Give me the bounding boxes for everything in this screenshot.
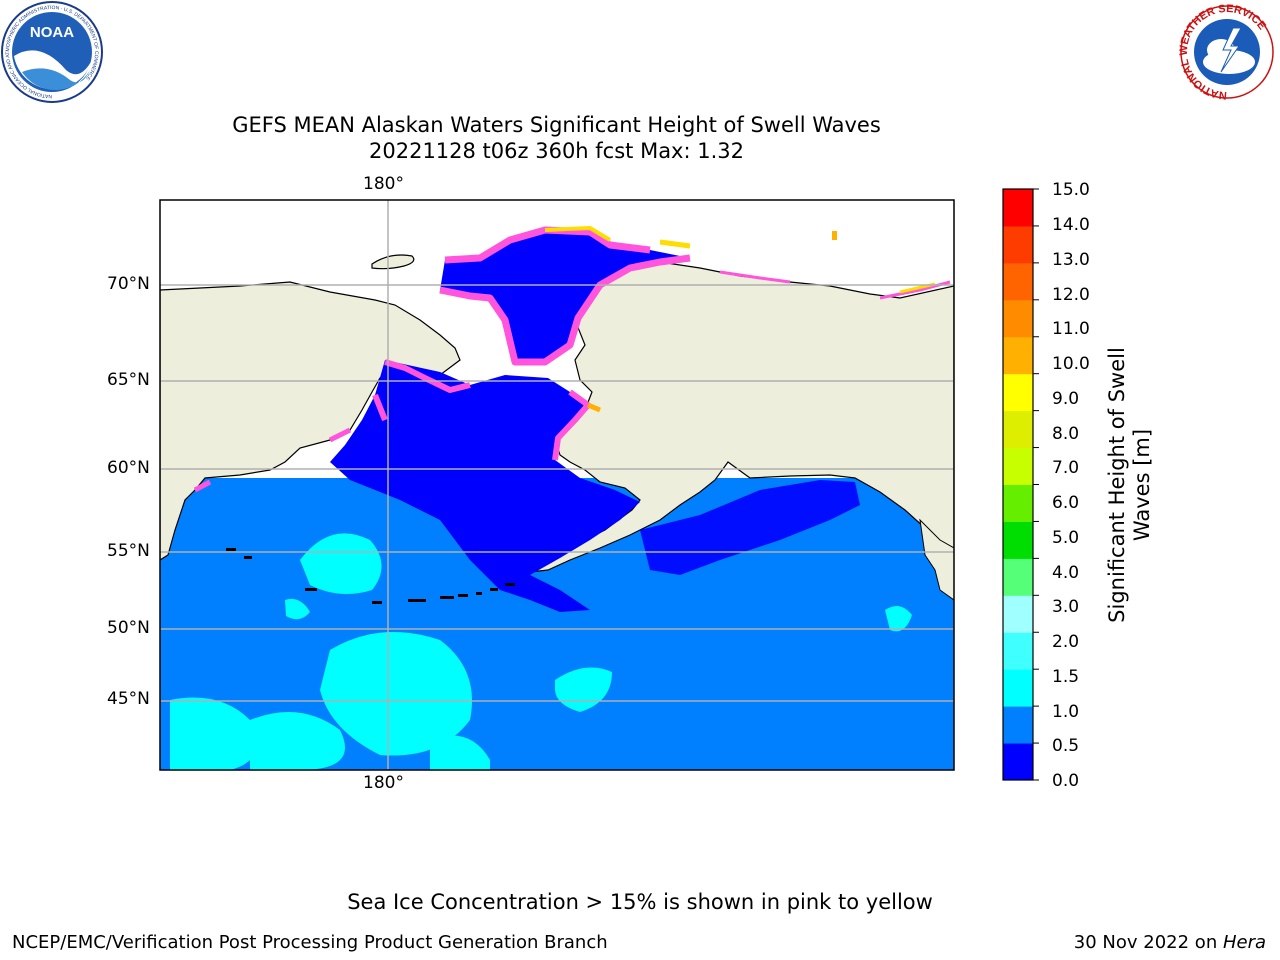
colorbar-segment: [1003, 706, 1033, 744]
colorbar-segment: [1003, 189, 1033, 227]
land-wrangel: [371, 254, 415, 270]
noaa-logo: NOAA NATIONAL OCEANIC AND ATMOSPHERIC AD…: [1, 1, 103, 103]
colorbar-segment: [1003, 669, 1033, 707]
swell-band-0-0.5-bering: [330, 360, 640, 612]
footer-host: Hera: [1222, 932, 1266, 953]
colorbar-segment: [1003, 521, 1033, 559]
colorbar-segment: [1003, 262, 1033, 301]
colorbar-tick: 1.0: [1052, 702, 1080, 722]
lat-label-65: 65°N: [107, 370, 150, 390]
footer-credit: NCEP/EMC/Verification Post Processing Pr…: [12, 932, 608, 953]
swell-band-0-0.5-chukchi: [440, 230, 690, 362]
colorbar-segment: [1003, 558, 1033, 596]
colorbar-segment: [1003, 595, 1033, 633]
colorbar-tick: 15.0: [1052, 180, 1090, 200]
nws-logo: NATIONAL WEATHER SERVICE: [1178, 3, 1274, 100]
chart-subtitle: 20221128 t06z 360h fcst Max: 1.32: [369, 139, 744, 163]
colorbar-segment: [1003, 410, 1033, 449]
chart-title: GEFS MEAN Alaskan Waters Significant Hei…: [232, 113, 881, 137]
colorbar-tick: 8.0: [1052, 424, 1080, 444]
map-frame: [159, 199, 955, 771]
lat-label-55: 55°N: [107, 541, 150, 561]
colorbar-label: Significant Height of Swell Waves [m]: [1105, 347, 1154, 623]
graticule: [160, 200, 954, 770]
lat-label-60: 60°N: [107, 458, 150, 478]
lat-label-50: 50°N: [107, 618, 150, 638]
land-alaska: [528, 261, 954, 573]
colorbar-segment: [1003, 447, 1033, 485]
colorbar-segment: [1003, 336, 1033, 375]
colorbar-tick: 10.0: [1052, 354, 1090, 374]
colorbar-frame: [1002, 188, 1034, 781]
colorbar-tick: 12.0: [1052, 285, 1090, 305]
colorbar-tick: 6.0: [1052, 493, 1080, 513]
colorbar-segment: [1003, 225, 1033, 264]
sea-ice-fringe: [193, 226, 951, 493]
colorbar-tick: 5.0: [1052, 528, 1080, 548]
colorbar: [1003, 188, 1039, 781]
colorbar-tick: 3.0: [1052, 597, 1080, 617]
colorbar-tick: 14.0: [1052, 215, 1090, 235]
sea-ice-speck: [832, 231, 837, 240]
colorbar-tick: 0.0: [1052, 771, 1080, 791]
colorbar-tick: 0.5: [1052, 736, 1080, 756]
colorbar-segment: [1003, 484, 1033, 522]
colorbar-segment: [1003, 373, 1033, 412]
land-panhandle: [919, 518, 954, 601]
colorbar-tick: 1.5: [1052, 667, 1080, 687]
colorbar-tick: 7.0: [1052, 458, 1080, 478]
footer-date-text: 30 Nov 2022 on: [1073, 932, 1223, 953]
lon-label-bottom: 180°: [363, 773, 404, 793]
footer-date: 30 Nov 2022 on Hera: [1074, 932, 1266, 953]
colorbar-segment: [1003, 743, 1033, 781]
colorbar-tick: 13.0: [1052, 250, 1090, 270]
sea-ice-caption: Sea Ice Concentration > 15% is shown in …: [347, 890, 933, 914]
colorbar-segment: [1003, 299, 1033, 338]
colorbar-tick: 4.0: [1052, 563, 1080, 583]
aleutian-islands: [226, 548, 515, 604]
colorbar-tick: 9.0: [1052, 389, 1080, 409]
lon-label-top: 180°: [363, 174, 404, 194]
svg-text:NOAA: NOAA: [30, 24, 74, 41]
colorbar-segment: [1003, 632, 1033, 670]
lat-label-45: 45°N: [107, 689, 150, 709]
colorbar-tick: 2.0: [1052, 632, 1080, 652]
swell-band-1.0-1.5: [170, 533, 912, 770]
lat-label-70: 70°N: [107, 274, 150, 294]
colorbar-tick: 11.0: [1052, 319, 1090, 339]
